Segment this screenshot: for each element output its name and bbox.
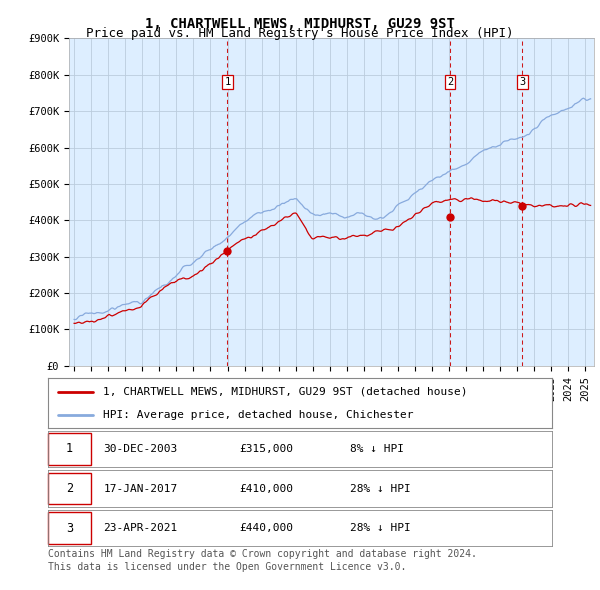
Text: £410,000: £410,000	[239, 484, 293, 493]
Text: 1, CHARTWELL MEWS, MIDHURST, GU29 9ST: 1, CHARTWELL MEWS, MIDHURST, GU29 9ST	[145, 17, 455, 31]
Text: This data is licensed under the Open Government Licence v3.0.: This data is licensed under the Open Gov…	[48, 562, 406, 572]
Text: 17-JAN-2017: 17-JAN-2017	[103, 484, 178, 493]
Text: 28% ↓ HPI: 28% ↓ HPI	[350, 523, 411, 533]
Text: 30-DEC-2003: 30-DEC-2003	[103, 444, 178, 454]
Text: Price paid vs. HM Land Registry's House Price Index (HPI): Price paid vs. HM Land Registry's House …	[86, 27, 514, 40]
Text: 1, CHARTWELL MEWS, MIDHURST, GU29 9ST (detached house): 1, CHARTWELL MEWS, MIDHURST, GU29 9ST (d…	[103, 386, 468, 396]
FancyBboxPatch shape	[48, 473, 91, 504]
Text: HPI: Average price, detached house, Chichester: HPI: Average price, detached house, Chic…	[103, 410, 414, 420]
FancyBboxPatch shape	[48, 512, 91, 544]
Text: 3: 3	[66, 522, 73, 535]
Text: Contains HM Land Registry data © Crown copyright and database right 2024.: Contains HM Land Registry data © Crown c…	[48, 549, 477, 559]
Text: £440,000: £440,000	[239, 523, 293, 533]
Text: 2: 2	[447, 77, 453, 87]
Text: 28% ↓ HPI: 28% ↓ HPI	[350, 484, 411, 493]
Text: £315,000: £315,000	[239, 444, 293, 454]
Text: 1: 1	[66, 442, 73, 455]
Text: 1: 1	[224, 77, 230, 87]
FancyBboxPatch shape	[48, 433, 91, 465]
Text: 8% ↓ HPI: 8% ↓ HPI	[350, 444, 404, 454]
Text: 2: 2	[66, 482, 73, 495]
Text: 23-APR-2021: 23-APR-2021	[103, 523, 178, 533]
Text: 3: 3	[519, 77, 526, 87]
